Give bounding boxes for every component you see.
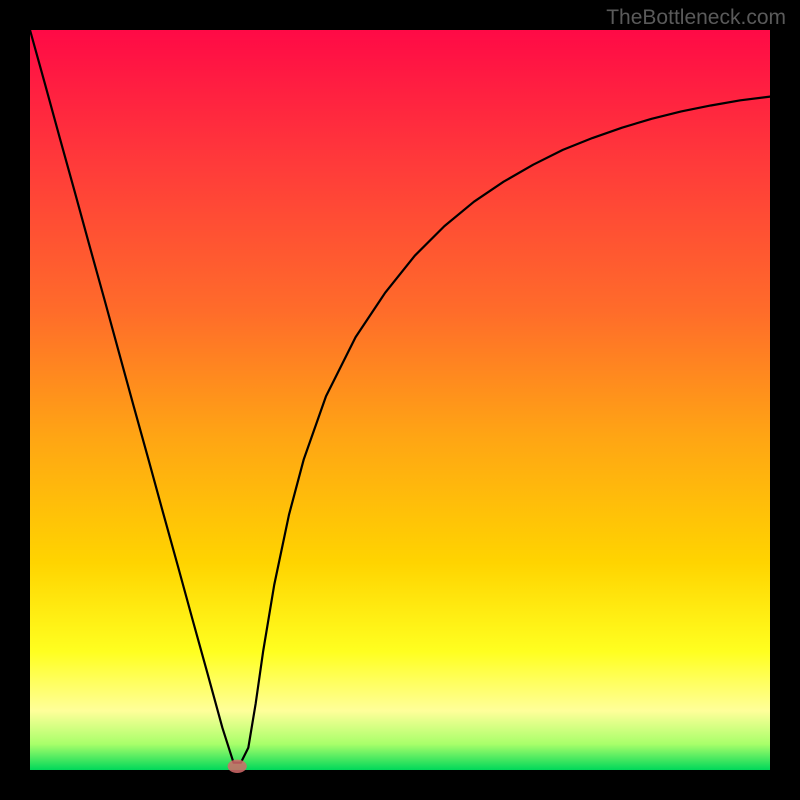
performance-line [30,30,770,763]
watermark-label: TheBottleneck.com [606,6,786,30]
minimum-marker [228,760,247,773]
bottleneck-curve [30,30,770,770]
chart-frame: TheBottleneck.com [0,0,800,800]
